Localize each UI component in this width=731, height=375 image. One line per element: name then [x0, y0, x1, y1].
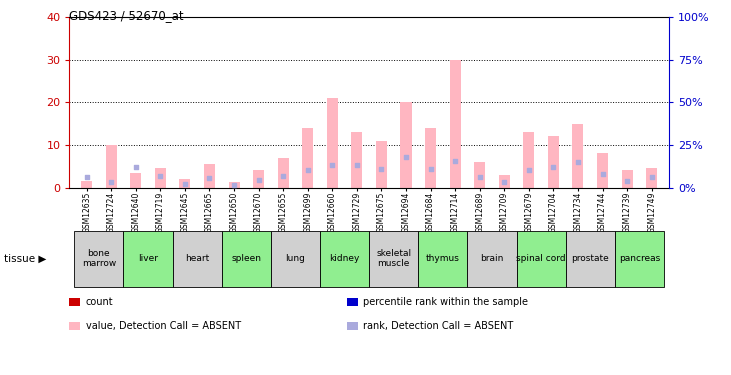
Bar: [450, 60, 461, 188]
Text: brain: brain: [480, 254, 504, 263]
Point: [105, 179, 117, 185]
Bar: [369, 231, 418, 287]
Bar: [229, 182, 240, 188]
Bar: [517, 231, 566, 287]
Bar: [75, 231, 124, 287]
Text: kidney: kidney: [330, 254, 360, 263]
Point: [81, 174, 93, 180]
Point: [302, 167, 314, 173]
Point: [154, 173, 166, 179]
Bar: [278, 158, 289, 188]
Text: spinal cord: spinal cord: [516, 254, 566, 263]
Text: lung: lung: [286, 254, 306, 263]
Bar: [646, 168, 657, 188]
Point: [204, 175, 216, 181]
Text: thymus: thymus: [426, 254, 460, 263]
Point: [277, 173, 289, 179]
Bar: [467, 231, 517, 287]
Point: [376, 166, 387, 172]
Bar: [615, 231, 664, 287]
Bar: [271, 231, 320, 287]
Bar: [106, 145, 117, 188]
Bar: [499, 175, 510, 188]
Bar: [566, 231, 615, 287]
Bar: [597, 153, 608, 188]
Point: [621, 178, 633, 184]
Bar: [425, 128, 436, 188]
Point: [400, 154, 412, 160]
Text: skeletal
muscle: skeletal muscle: [376, 249, 412, 268]
Bar: [572, 123, 583, 188]
Bar: [474, 162, 485, 188]
Text: value, Detection Call = ABSENT: value, Detection Call = ABSENT: [86, 321, 240, 331]
Bar: [253, 170, 264, 188]
Text: heart: heart: [185, 254, 209, 263]
Bar: [179, 179, 191, 188]
Point: [474, 174, 485, 180]
Point: [425, 166, 436, 172]
Point: [499, 179, 510, 185]
Text: rank, Detection Call = ABSENT: rank, Detection Call = ABSENT: [363, 321, 514, 331]
Text: bone
marrow: bone marrow: [82, 249, 116, 268]
Point: [645, 174, 657, 180]
Point: [523, 167, 534, 173]
Bar: [155, 168, 166, 188]
Point: [351, 162, 363, 168]
Bar: [204, 164, 215, 188]
Bar: [621, 170, 632, 188]
Text: pancreas: pancreas: [618, 254, 660, 263]
Text: spleen: spleen: [231, 254, 261, 263]
Text: prostate: prostate: [572, 254, 609, 263]
Point: [130, 164, 142, 170]
Bar: [418, 231, 467, 287]
Point: [596, 171, 608, 177]
Point: [179, 181, 191, 187]
Text: tissue ▶: tissue ▶: [4, 254, 46, 264]
Bar: [124, 231, 173, 287]
Bar: [81, 181, 92, 188]
Bar: [302, 128, 314, 188]
Point: [548, 164, 559, 170]
Bar: [376, 141, 387, 188]
Bar: [173, 231, 221, 287]
Point: [327, 162, 338, 168]
Point: [253, 177, 265, 183]
Bar: [352, 132, 363, 188]
Text: percentile rank within the sample: percentile rank within the sample: [363, 297, 529, 307]
Bar: [401, 102, 412, 188]
Point: [572, 159, 584, 165]
Bar: [221, 231, 271, 287]
Text: count: count: [86, 297, 113, 307]
Bar: [320, 231, 369, 287]
Text: GDS423 / 52670_at: GDS423 / 52670_at: [69, 9, 184, 22]
Text: liver: liver: [138, 254, 158, 263]
Bar: [327, 98, 338, 188]
Bar: [523, 132, 534, 188]
Point: [450, 158, 461, 164]
Bar: [548, 136, 559, 188]
Bar: [130, 172, 141, 188]
Point: [228, 183, 240, 189]
